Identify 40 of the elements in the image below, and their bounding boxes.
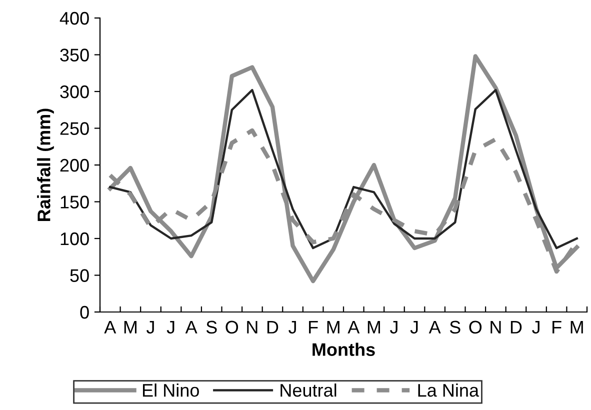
- x-tick-label: F: [552, 320, 562, 334]
- line-series: [108, 54, 579, 284]
- line-series: [109, 88, 578, 250]
- y-tick-label: 50: [70, 269, 89, 282]
- x-tick-label: A: [185, 320, 198, 334]
- x-tick-label: D: [510, 320, 522, 334]
- y-axis-title: Rainfall (mm): [37, 108, 54, 221]
- x-tick-label: S: [206, 320, 217, 334]
- y-tick-label: 200: [60, 158, 89, 172]
- x-tick-label: S: [450, 320, 460, 334]
- legend-label: Neutral: [280, 383, 336, 397]
- x-tick-label: N: [490, 320, 501, 334]
- y-tick-label: 100: [60, 232, 89, 246]
- x-tick-label: N: [247, 320, 258, 334]
- x-tick-label: F: [309, 320, 318, 334]
- x-tick-label: O: [469, 320, 482, 334]
- x-axis-title: Months: [312, 342, 375, 356]
- y-tick-label: 300: [60, 85, 89, 98]
- x-tick-label: A: [348, 320, 360, 334]
- x-tick-label: D: [267, 320, 278, 334]
- x-tick-label: M: [570, 320, 583, 334]
- x-tick-label: J: [288, 320, 296, 334]
- x-tick-label: O: [226, 320, 238, 334]
- y-tick-label: 150: [60, 196, 89, 208]
- legend-label: La Nina: [418, 383, 480, 397]
- y-tick-label: 250: [60, 122, 89, 135]
- x-tick-label: M: [327, 320, 340, 334]
- y-tick-label: 0: [80, 306, 89, 319]
- x-tick-label: J: [146, 320, 154, 334]
- x-tick-label: J: [390, 320, 398, 334]
- x-tick-label: J: [410, 320, 418, 334]
- x-tick-label: A: [104, 320, 116, 334]
- legend-label: El Nino: [142, 383, 199, 397]
- x-tick-label: J: [532, 320, 540, 334]
- y-tick-label: 350: [60, 48, 89, 62]
- x-tick-label: M: [124, 320, 136, 334]
- y-tick-label: 400: [60, 12, 89, 25]
- x-tick-label: J: [166, 320, 174, 334]
- x-tick-label: A: [428, 320, 441, 334]
- x-tick-label: M: [368, 320, 380, 334]
